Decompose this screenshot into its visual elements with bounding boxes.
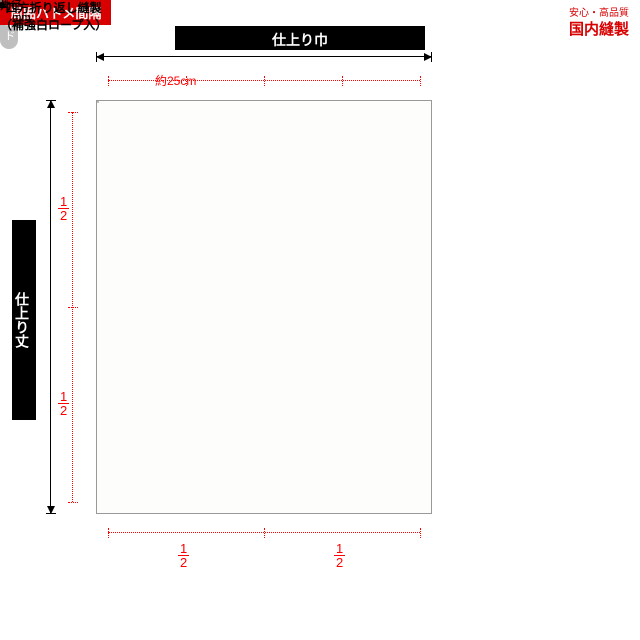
fraction-bottom-2: 12 [334, 542, 345, 569]
fraction-left-1: 12 [58, 195, 69, 222]
finished-height-label: 仕上り丈 [12, 220, 36, 420]
stitch-line [97, 101, 99, 103]
fraction-bottom-1: 12 [178, 542, 189, 569]
grommet-spacing-bottom [108, 532, 420, 533]
tarp-sheet [96, 100, 432, 514]
finished-width-label: 仕上り巾 [175, 26, 425, 50]
badge-subtitle: 安心・高品質 [569, 8, 629, 19]
fraction-left-2: 12 [58, 390, 69, 417]
fold-caption: 四方折り返し縫製 （補強白ロープ入） [0, 0, 107, 34]
badge-title: 国内縫製 [569, 20, 629, 40]
badge-right-text: 安心・高品質 国内縫製 [564, 4, 634, 43]
height-dimension [50, 100, 51, 514]
grommet-spacing-left [72, 112, 73, 502]
width-dimension [96, 56, 432, 57]
spacing-25cm-label: 約25cm [155, 72, 196, 89]
